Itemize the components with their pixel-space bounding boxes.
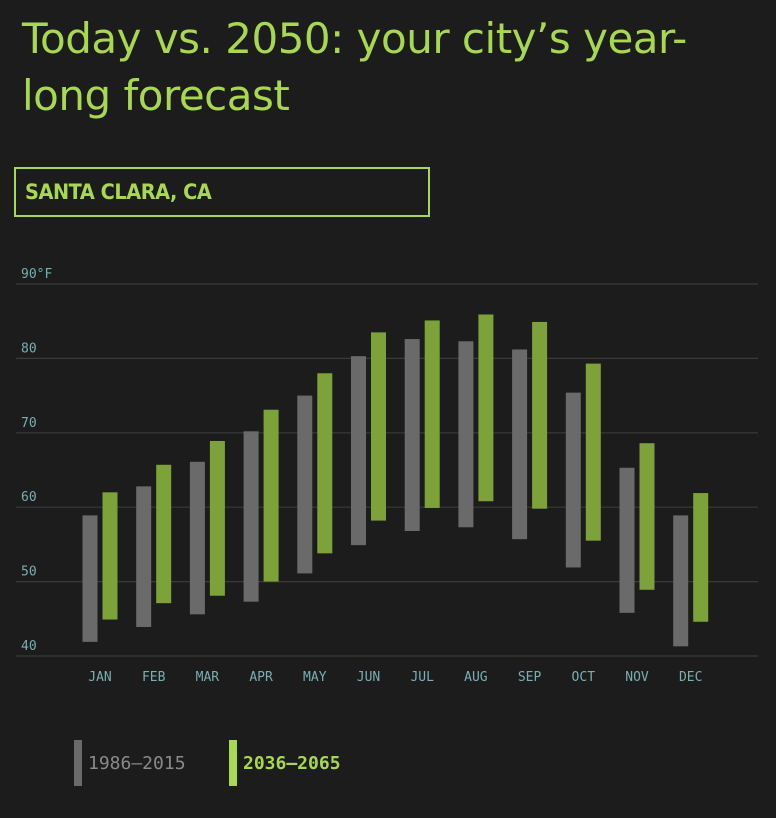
bar-historical-jul bbox=[404, 339, 420, 532]
bar-historical-feb bbox=[136, 486, 152, 627]
x-tick-label: MAR bbox=[196, 670, 220, 685]
bar-future-oct bbox=[585, 363, 601, 541]
x-tick-label: JUL bbox=[410, 670, 434, 685]
bar-future-aug bbox=[478, 314, 494, 502]
temperature-range-chart: 40 50 60 70 80 90°F JAN FEB MAR APR MAY JUN JUL AUG SE… bbox=[16, 267, 758, 685]
y-tick-label: 70 bbox=[21, 416, 37, 431]
bar-future-jul bbox=[424, 320, 440, 508]
bar-future-jan bbox=[102, 492, 118, 620]
x-tick-label: AUG bbox=[464, 670, 488, 685]
legend-future-swatch bbox=[229, 740, 237, 786]
bar-historical-oct bbox=[565, 392, 581, 568]
bar-future-sep bbox=[532, 321, 548, 509]
legend-historical-swatch bbox=[74, 740, 82, 786]
y-tick-label: 50 bbox=[21, 565, 37, 580]
y-tick-label: 40 bbox=[21, 639, 37, 654]
x-tick-label: OCT bbox=[572, 670, 596, 685]
legend-historical: 1986–2015 bbox=[74, 740, 186, 786]
bar-future-nov bbox=[639, 443, 655, 590]
y-tick-label: 90°F bbox=[21, 267, 52, 282]
x-tick-label: APR bbox=[249, 670, 273, 685]
bar-historical-jun bbox=[351, 356, 366, 546]
bar-historical-jan bbox=[82, 515, 98, 642]
bar-historical-dec bbox=[673, 515, 689, 647]
legend-future: 2036–2065 bbox=[229, 740, 341, 786]
y-tick-label: 60 bbox=[21, 490, 37, 505]
bar-future-feb bbox=[156, 464, 172, 604]
page-title: Today vs. 2050: your city’s year-long fo… bbox=[22, 14, 687, 120]
legend-future-label: 2036–2065 bbox=[243, 752, 341, 774]
bar-historical-apr bbox=[243, 431, 259, 602]
city-selector[interactable]: SANTA CLARA, CA bbox=[14, 167, 430, 217]
x-tick-label: JUN bbox=[357, 670, 380, 685]
bar-future-may bbox=[317, 373, 333, 554]
bar-historical-aug bbox=[458, 341, 474, 528]
city-name: SANTA CLARA, CA bbox=[25, 180, 212, 204]
bar-historical-mar bbox=[189, 461, 205, 615]
bar-historical-may bbox=[297, 395, 313, 574]
bar-future-dec bbox=[693, 493, 709, 622]
x-tick-label: NOV bbox=[625, 670, 649, 685]
x-tick-label: FEB bbox=[142, 670, 166, 685]
x-tick-label: JAN bbox=[88, 670, 111, 685]
bar-historical-sep bbox=[512, 349, 528, 540]
x-tick-label: MAY bbox=[303, 670, 327, 685]
x-tick-label: SEP bbox=[518, 670, 542, 685]
bar-historical-nov bbox=[619, 467, 635, 613]
bar-future-jun bbox=[371, 332, 386, 521]
bar-future-mar bbox=[209, 440, 225, 596]
y-tick-label: 80 bbox=[21, 341, 37, 356]
legend-historical-label: 1986–2015 bbox=[88, 752, 186, 774]
bar-future-apr bbox=[263, 409, 279, 582]
x-tick-label: DEC bbox=[679, 670, 702, 685]
